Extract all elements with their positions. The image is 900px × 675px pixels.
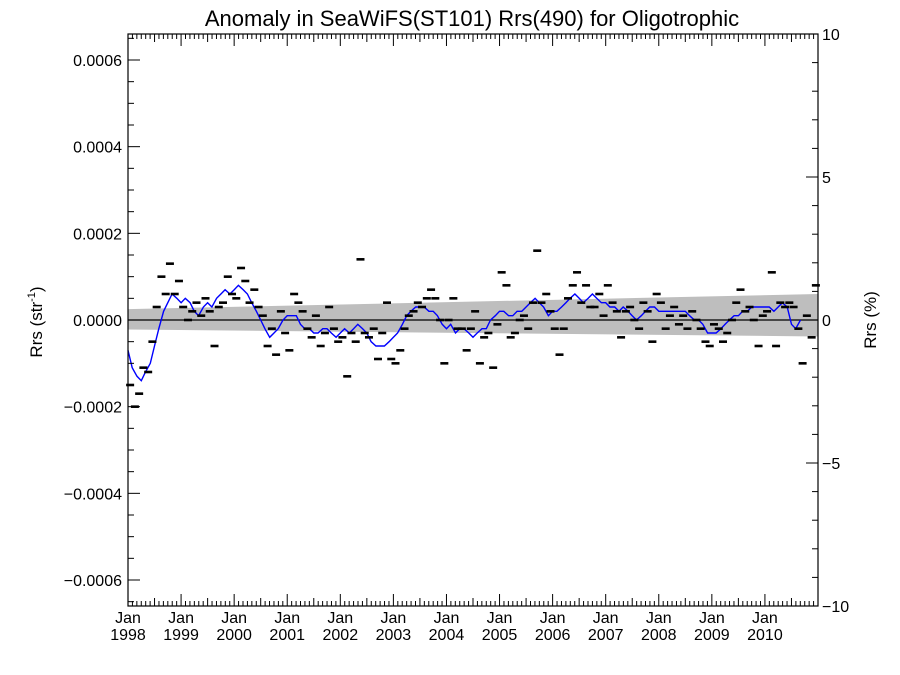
x-tick-month-label: Jan [221,610,247,627]
x-tick-year-label: 2003 [376,627,412,644]
x-tick-month-label: Jan [593,610,619,627]
x-tick-year-label: 2008 [641,627,677,644]
x-tick-month-label: Jan [168,610,194,627]
x-tick-month-label: Jan [487,610,513,627]
x-tick-year-label: 2001 [269,627,305,644]
x-tick-month-label: Jan [699,610,725,627]
x-tick-month-label: Jan [752,610,778,627]
x-tick-month-label: Jan [434,610,460,627]
x-axis-layer: Jan1998Jan1999Jan2000Jan2001Jan2002Jan20… [110,34,815,644]
right-axis-layer: 10 5 0 −5 −10 [806,27,849,616]
left-tick-label: 0.0002 [73,226,122,243]
x-tick-year-label: 2004 [429,627,465,644]
x-tick-month-label: Jan [327,610,353,627]
right-tick-label: 0 [822,313,831,330]
right-tick-label: −5 [822,456,840,473]
x-tick-month-label: Jan [115,610,141,627]
chart-title: Anomaly in SeaWiFS(ST101) Rrs(490) for O… [205,6,739,31]
right-axis-title: Rrs (%) [861,291,880,349]
x-tick-year-label: 2009 [694,627,730,644]
x-tick-year-label: 2002 [323,627,359,644]
left-tick-label: −0.0002 [64,400,122,417]
x-tick-year-label: 2006 [535,627,571,644]
x-tick-month-label: Jan [646,610,672,627]
x-tick-year-label: 1998 [110,627,146,644]
left-tick-label: −0.0004 [64,486,122,503]
right-tick-label: −10 [822,599,849,616]
x-tick-month-label: Jan [540,610,566,627]
x-tick-year-label: 1999 [163,627,199,644]
trend-confidence-band [128,294,818,337]
left-tick-label: 0.0004 [73,140,122,157]
x-tick-month-label: Jan [274,610,300,627]
left-axis-title-base: Rrs (str [27,302,46,358]
x-tick-year-label: 2007 [588,627,624,644]
left-tick-label: −0.0006 [64,573,122,590]
left-axis-title-close: ) [27,286,46,292]
left-tick-label: 0.0000 [73,313,122,330]
left-axis-layer: 0.0006 0.0004 0.0002 0.0000 −0.0002 −0.0004 −0… [64,37,140,603]
right-tick-label: 5 [822,170,831,187]
x-tick-year-label: 2010 [747,627,783,644]
left-axis-title-sup: -1 [26,292,38,302]
x-tick-month-label: Jan [380,610,406,627]
x-tick-year-label: 2000 [216,627,252,644]
left-tick-label: 0.0006 [73,53,122,70]
monthly-points-layer [126,249,820,408]
trend-band-layer [128,294,818,337]
right-tick-label: 10 [822,27,840,44]
left-axis-title: Rrs (str-1) [26,286,46,357]
x-tick-year-label: 2005 [482,627,518,644]
